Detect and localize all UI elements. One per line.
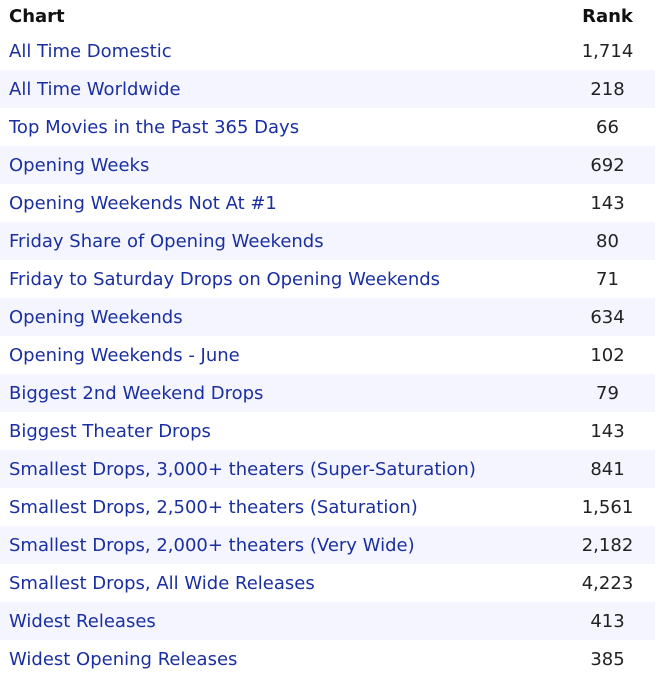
- chart-link[interactable]: Top Movies in the Past 365 Days: [9, 116, 300, 138]
- rank-value: 413: [590, 610, 625, 632]
- table-row: Biggest Theater Drops 143: [0, 412, 655, 450]
- chart-column-header: Chart: [9, 5, 65, 27]
- rank-value: 1,561: [581, 496, 634, 518]
- rank-value: 71: [596, 268, 619, 290]
- rank-value: 1,714: [581, 40, 634, 62]
- rank-value: 143: [590, 420, 625, 442]
- rank-value: 102: [590, 344, 625, 366]
- rank-value: 385: [590, 648, 625, 670]
- rank-value: 634: [590, 306, 625, 328]
- chart-link[interactable]: Biggest 2nd Weekend Drops: [9, 382, 264, 404]
- table-row: All Time Worldwide 218: [0, 70, 655, 108]
- rank-value: 143: [590, 192, 625, 214]
- table-row: Opening Weekends 634: [0, 298, 655, 336]
- chart-link[interactable]: Smallest Drops, All Wide Releases: [9, 572, 315, 594]
- chart-link[interactable]: Widest Releases: [9, 610, 156, 632]
- table-row: Opening Weekends - June 102: [0, 336, 655, 374]
- rank-value: 66: [596, 116, 619, 138]
- rank-column-header: Rank: [582, 5, 633, 27]
- table-row: Friday to Saturday Drops on Opening Week…: [0, 260, 655, 298]
- table-row: Widest Opening Releases 385: [0, 640, 655, 678]
- table-row: Top Movies in the Past 365 Days 66: [0, 108, 655, 146]
- rank-value: 79: [596, 382, 619, 404]
- chart-link[interactable]: Opening Weekends - June: [9, 344, 240, 366]
- table-row: Widest Releases 413: [0, 602, 655, 640]
- chart-link[interactable]: Opening Weeks: [9, 154, 150, 176]
- chart-link[interactable]: All Time Domestic: [9, 40, 172, 62]
- table-header-row: Chart Rank: [0, 0, 655, 32]
- rank-value: 2,182: [581, 534, 634, 556]
- rank-value: 4,223: [581, 572, 634, 594]
- rank-value: 218: [590, 78, 625, 100]
- table-row: Opening Weekends Not At #1 143: [0, 184, 655, 222]
- table-row: Smallest Drops, 3,000+ theaters (Super-S…: [0, 450, 655, 488]
- chart-link[interactable]: All Time Worldwide: [9, 78, 181, 100]
- table-row: Smallest Drops, 2,000+ theaters (Very Wi…: [0, 526, 655, 564]
- table-body: All Time Domestic 1,714 All Time Worldwi…: [0, 32, 655, 678]
- chart-link[interactable]: Widest Opening Releases: [9, 648, 238, 670]
- table-row: All Time Domestic 1,714: [0, 32, 655, 70]
- table-row: Friday Share of Opening Weekends 80: [0, 222, 655, 260]
- chart-link[interactable]: Friday Share of Opening Weekends: [9, 230, 324, 252]
- rank-value: 841: [590, 458, 625, 480]
- table-row: Smallest Drops, All Wide Releases 4,223: [0, 564, 655, 602]
- rank-value: 80: [596, 230, 619, 252]
- chart-link[interactable]: Friday to Saturday Drops on Opening Week…: [9, 268, 441, 290]
- rank-value: 692: [590, 154, 625, 176]
- table-row: Smallest Drops, 2,500+ theaters (Saturat…: [0, 488, 655, 526]
- chart-link[interactable]: Opening Weekends: [9, 306, 183, 328]
- chart-link[interactable]: Biggest Theater Drops: [9, 420, 211, 442]
- chart-link[interactable]: Opening Weekends Not At #1: [9, 192, 277, 214]
- chart-link[interactable]: Smallest Drops, 3,000+ theaters (Super-S…: [9, 458, 476, 480]
- table-row: Biggest 2nd Weekend Drops 79: [0, 374, 655, 412]
- chart-link[interactable]: Smallest Drops, 2,000+ theaters (Very Wi…: [9, 534, 415, 556]
- table-row: Opening Weeks 692: [0, 146, 655, 184]
- chart-link[interactable]: Smallest Drops, 2,500+ theaters (Saturat…: [9, 496, 418, 518]
